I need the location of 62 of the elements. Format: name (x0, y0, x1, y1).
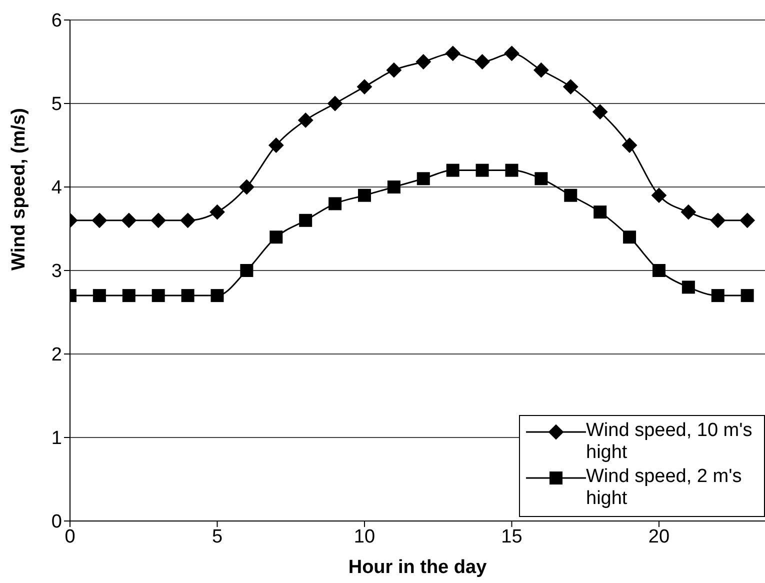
legend-label: Wind speed, 10 m's hight (586, 420, 754, 464)
point (181, 289, 194, 302)
legend-label: Wind speed, 2 m's hight (586, 466, 743, 510)
point (651, 188, 666, 203)
y-tick-label: 6 (51, 10, 62, 32)
point (328, 197, 342, 210)
point (210, 289, 224, 302)
point (328, 96, 343, 111)
point (563, 79, 578, 94)
x-tick-label: 20 (648, 526, 670, 548)
point (121, 212, 136, 228)
point (740, 212, 755, 228)
point (210, 204, 225, 220)
point (92, 212, 107, 228)
point (623, 230, 636, 244)
point (356, 79, 372, 94)
x-axis-title: Hour in the day (348, 557, 488, 578)
point (592, 104, 608, 120)
point (711, 289, 724, 302)
x-tick-label: 10 (354, 526, 376, 548)
y-tick-label: 4 (51, 178, 62, 199)
point (239, 180, 254, 194)
x-tick-label: 0 (64, 526, 76, 548)
y-tick-label: 1 (51, 428, 62, 450)
point (680, 204, 696, 220)
point (268, 138, 284, 153)
point (564, 188, 578, 202)
point (476, 164, 489, 177)
point (682, 280, 695, 294)
point (534, 172, 548, 186)
point (445, 46, 460, 61)
y-tick-label: 3 (51, 261, 62, 282)
point (416, 54, 431, 70)
point (152, 289, 165, 302)
point (504, 46, 520, 61)
point (150, 212, 166, 228)
point (594, 206, 607, 219)
point (740, 289, 754, 302)
point (446, 164, 460, 177)
x-tick-label: 15 (501, 526, 522, 548)
point (386, 62, 402, 78)
point (270, 230, 283, 244)
point (92, 289, 106, 302)
point (622, 138, 638, 153)
point (534, 62, 549, 78)
point (299, 214, 312, 227)
x-tick-label: 5 (212, 526, 223, 548)
point (474, 54, 490, 70)
point (387, 180, 400, 194)
point (122, 289, 136, 302)
y-tick-label: 0 (51, 512, 62, 533)
point (416, 172, 430, 186)
point (710, 212, 726, 228)
y-tick-label: 5 (51, 94, 62, 116)
y-tick-label: 2 (51, 344, 62, 366)
point (180, 212, 196, 228)
y-axis-title: Wind speed, (m/s) (8, 108, 30, 270)
point (298, 112, 314, 128)
point (358, 188, 371, 202)
point (652, 264, 666, 277)
point (240, 264, 254, 277)
point (505, 164, 518, 177)
